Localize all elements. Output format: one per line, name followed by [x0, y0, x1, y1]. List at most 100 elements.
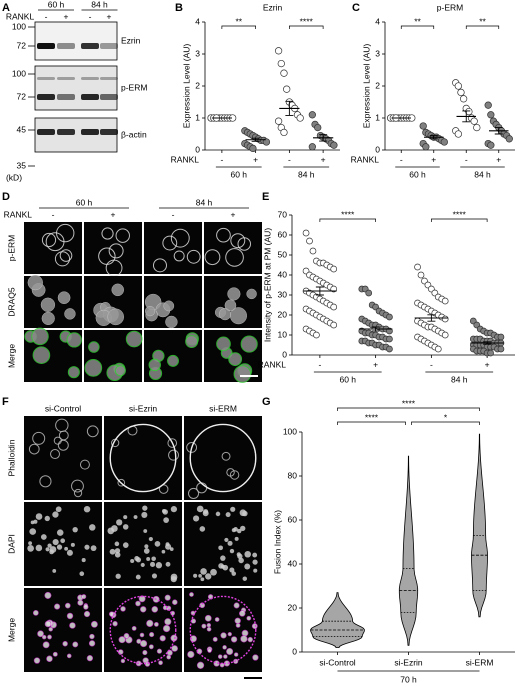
cell [146, 556, 151, 561]
row-label: Merge [6, 344, 16, 368]
x-tick-label: - [318, 359, 321, 369]
data-point [365, 289, 373, 297]
data-point [283, 85, 291, 93]
mw-marker: 100 [12, 21, 26, 31]
cell [144, 305, 156, 317]
cell [115, 228, 130, 243]
data-point [454, 82, 462, 90]
blot-band [81, 94, 99, 100]
significance-label: **** [365, 412, 379, 422]
cell [156, 648, 163, 654]
blot-strip [34, 65, 118, 111]
cell-outline [109, 423, 177, 493]
panel-letter: E [262, 191, 269, 203]
cell [165, 315, 178, 329]
cell [204, 249, 221, 266]
lane-label: + [107, 11, 112, 21]
factor-label: RANKL [258, 359, 287, 369]
cell [140, 606, 147, 613]
data-point [306, 237, 313, 245]
cell [251, 623, 258, 630]
data-point [386, 345, 393, 353]
cell [162, 235, 178, 251]
cell [64, 602, 71, 609]
significance-bracket [337, 407, 480, 411]
cell [28, 443, 40, 455]
data-point [441, 331, 449, 339]
cell [150, 561, 156, 567]
x-tick-label: - [430, 359, 433, 369]
sem-bar [429, 135, 438, 140]
cell [229, 470, 240, 480]
cell [196, 505, 204, 513]
significance-bracket [411, 421, 480, 425]
cell [140, 562, 145, 568]
cell [236, 552, 241, 557]
cell [146, 619, 154, 628]
cell [186, 249, 201, 264]
blot-label: β-actin [121, 129, 147, 139]
blot-band [81, 43, 99, 49]
data-point [314, 123, 322, 132]
cell [39, 475, 52, 488]
blot-band [81, 129, 99, 135]
cell [29, 528, 37, 535]
y-tick-label: 0 [195, 144, 200, 154]
cell [187, 487, 200, 499]
cell [142, 650, 148, 656]
data-point [308, 111, 316, 119]
cell [144, 544, 149, 549]
cell [84, 544, 90, 550]
y-tick-label: 30 [278, 289, 288, 299]
cell [233, 652, 239, 657]
cell [131, 625, 137, 631]
cell [44, 620, 52, 628]
lane-label: + [64, 11, 69, 21]
cell [108, 611, 115, 617]
panel-letter: G [262, 396, 271, 408]
y-tick-label: 1 [375, 112, 380, 122]
cell [241, 629, 249, 637]
cell [40, 297, 56, 312]
data-point [274, 47, 283, 55]
cell [133, 515, 138, 520]
cell [52, 538, 59, 546]
cell [32, 431, 46, 445]
cell [148, 358, 161, 372]
cell [81, 558, 86, 563]
time-label: 84 h [196, 197, 213, 207]
sem-bar [251, 137, 260, 142]
cell [240, 525, 246, 532]
cell [151, 573, 158, 579]
cell [234, 617, 241, 624]
blot-band [37, 43, 55, 49]
data-point [330, 141, 338, 149]
cell [159, 635, 166, 642]
cell [84, 359, 103, 377]
blot-band [57, 94, 75, 100]
micrograph [84, 222, 142, 274]
cell [239, 610, 246, 617]
blot-band [100, 94, 118, 100]
cell [186, 442, 198, 453]
cell [193, 573, 198, 578]
sem-bar [427, 314, 436, 322]
cell [139, 632, 145, 638]
cell [35, 513, 43, 520]
lane-label: - [89, 11, 92, 21]
cell [223, 654, 228, 659]
violin-body [398, 455, 419, 646]
cell [42, 641, 50, 649]
cell [41, 232, 57, 248]
cell [168, 449, 180, 461]
cell-outline [109, 595, 177, 665]
sem-bar [315, 286, 324, 296]
significance-label: ** [479, 16, 486, 26]
y-tick-label: 20 [278, 309, 288, 319]
cell [149, 632, 155, 638]
cell [122, 542, 129, 548]
cell [114, 541, 120, 547]
significance-bracket [431, 218, 488, 222]
cell [138, 595, 146, 603]
cell [54, 603, 61, 610]
